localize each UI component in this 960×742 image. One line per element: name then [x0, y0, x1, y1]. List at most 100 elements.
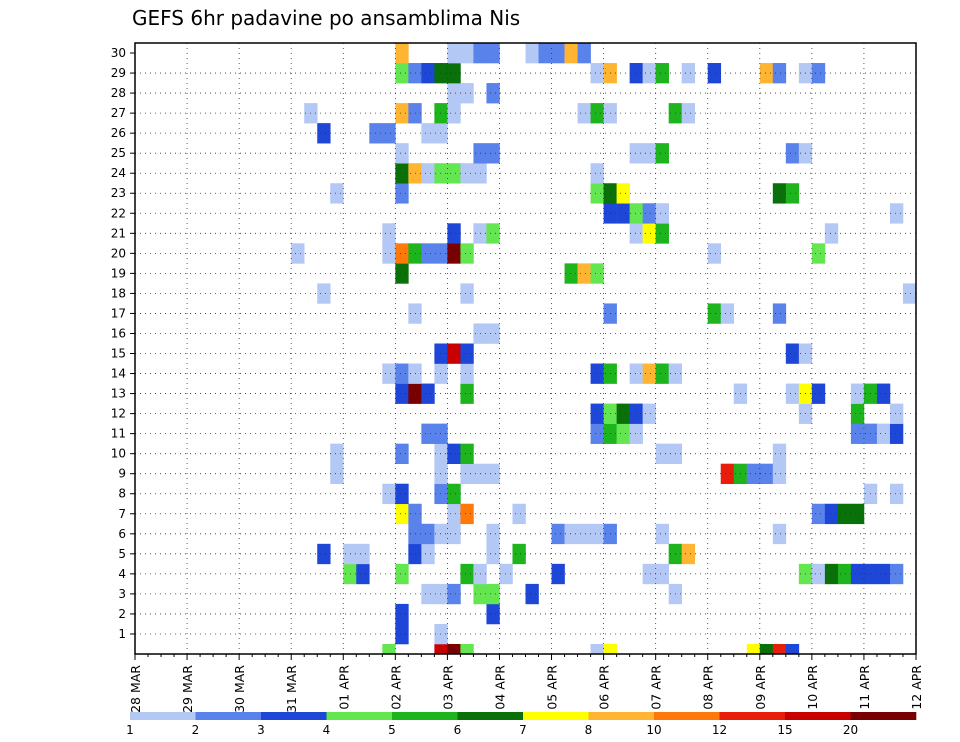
- heatmap-cell: [460, 283, 474, 304]
- heatmap-cells: [291, 43, 917, 655]
- heatmap-cell: [538, 43, 552, 64]
- heatmap-cell: [460, 443, 474, 464]
- heatmap-cell: [876, 383, 891, 404]
- y-tick-label: 14: [111, 367, 126, 381]
- heatmap-cell: [395, 603, 409, 625]
- heatmap-cell: [577, 103, 591, 124]
- heatmap-cell: [395, 183, 409, 204]
- heatmap-cell: [447, 343, 461, 364]
- colorbar-swatch: [195, 712, 262, 720]
- heatmap-cell: [590, 183, 604, 204]
- heatmap-cell: [317, 543, 331, 565]
- heatmap-cell: [343, 563, 357, 585]
- heatmap-cell: [590, 643, 604, 655]
- heatmap-cell: [460, 43, 474, 64]
- heatmap-cell: [330, 463, 344, 485]
- heatmap-cell: [395, 503, 409, 525]
- heatmap-cell: [707, 303, 722, 324]
- heatmap-cell: [889, 203, 904, 224]
- heatmap-cell: [434, 103, 448, 124]
- y-tick-label: 28: [111, 86, 126, 100]
- heatmap-cell: [772, 183, 787, 204]
- heatmap-cell: [681, 103, 696, 124]
- heatmap-cell: [629, 423, 643, 444]
- heatmap-cell: [655, 523, 669, 545]
- heatmap-cell: [551, 43, 565, 64]
- y-tick-label: 6: [118, 527, 126, 541]
- y-tick-label: 29: [111, 66, 126, 80]
- heatmap-cell: [707, 243, 722, 264]
- heatmap-cell: [850, 563, 865, 585]
- heatmap-cell: [382, 643, 396, 655]
- heatmap-cell: [642, 403, 656, 424]
- y-tick-label: 12: [111, 407, 126, 421]
- heatmap-cell: [486, 523, 500, 545]
- heatmap-cell: [460, 343, 474, 364]
- heatmap-cell: [395, 483, 409, 505]
- heatmap-cell: [785, 343, 800, 364]
- y-tick-label: 23: [111, 186, 126, 200]
- y-tick-label: 5: [118, 547, 126, 561]
- heatmap-cell: [447, 503, 461, 525]
- x-tick-label: 09 APR: [753, 665, 768, 710]
- heatmap-cell: [460, 363, 474, 384]
- y-tick-label: 13: [111, 387, 126, 401]
- heatmap-cell: [356, 563, 370, 585]
- colorbar-label: 15: [777, 723, 792, 737]
- heatmap-cell: [486, 583, 500, 605]
- heatmap-cell: [577, 263, 591, 284]
- heatmap-cell: [590, 103, 604, 124]
- x-tick-label: 07 APR: [649, 665, 664, 710]
- heatmap-cell: [655, 563, 669, 585]
- heatmap-cell: [395, 443, 409, 464]
- y-tick-label: 19: [111, 266, 126, 280]
- heatmap-cell: [434, 423, 448, 444]
- heatmap-cell: [655, 223, 669, 244]
- heatmap-cell: [564, 523, 578, 545]
- heatmap-cell: [434, 343, 448, 364]
- y-tick-label: 20: [111, 246, 126, 260]
- heatmap-cell: [590, 163, 604, 184]
- heatmap-cell: [824, 563, 839, 585]
- heatmap-cell: [902, 283, 917, 304]
- y-tick-label: 26: [111, 126, 126, 140]
- colorbar-label: 8: [585, 723, 593, 737]
- heatmap-cell: [629, 203, 643, 224]
- heatmap-cell: [759, 643, 774, 655]
- colorbar-label: 5: [388, 723, 396, 737]
- y-tick-label: 25: [111, 146, 126, 160]
- heatmap-cell: [772, 523, 787, 545]
- heatmap-cell: [317, 123, 331, 144]
- heatmap-cell: [395, 623, 409, 645]
- heatmap-cell: [876, 423, 891, 444]
- heatmap-cell: [564, 43, 578, 64]
- heatmap-cell: [460, 643, 474, 655]
- heatmap-cell: [642, 203, 656, 224]
- heatmap-cell: [525, 583, 539, 605]
- heatmap-cell: [681, 543, 696, 565]
- heatmap-cell: [330, 183, 344, 204]
- x-tick-label: 29 MAR: [180, 665, 195, 713]
- heatmap-cell: [837, 503, 852, 525]
- colorbar-swatch: [392, 712, 458, 720]
- colorbar-label: 1: [126, 723, 134, 737]
- heatmap-cell: [577, 43, 591, 64]
- heatmap-cell: [447, 483, 461, 505]
- heatmap-cell: [850, 383, 865, 404]
- heatmap-cell: [486, 143, 500, 164]
- heatmap-cell: [655, 143, 669, 164]
- heatmap-cell: [486, 43, 500, 64]
- heatmap-cell: [447, 163, 461, 184]
- colorbar-swatch: [457, 712, 524, 720]
- heatmap-cell: [889, 403, 904, 424]
- heatmap-cell: [811, 563, 826, 585]
- x-tick-label: 11 APR: [857, 665, 872, 710]
- heatmap-cell: [395, 363, 409, 384]
- heatmap-cell: [759, 463, 774, 485]
- y-tick-label: 15: [111, 347, 126, 361]
- y-tick-label: 11: [111, 427, 126, 441]
- heatmap-cell: [356, 543, 370, 565]
- heatmap-cell: [746, 463, 761, 485]
- heatmap-cell: [395, 263, 409, 284]
- heatmap-cell: [460, 503, 474, 525]
